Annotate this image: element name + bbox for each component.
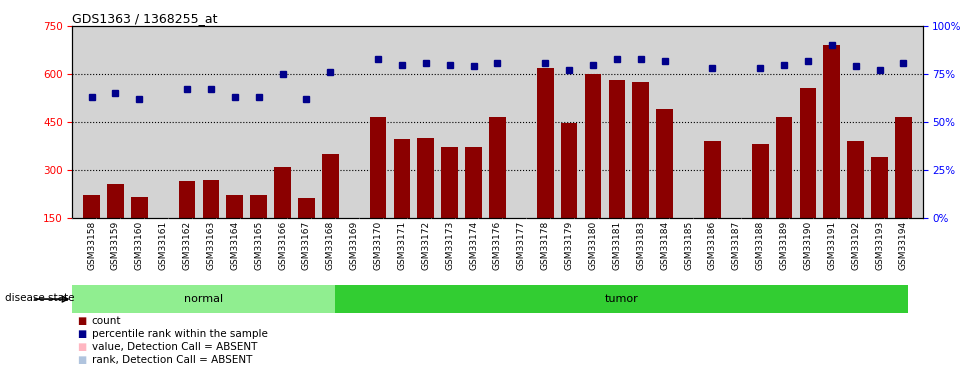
Text: GSM33174: GSM33174 xyxy=(469,221,478,270)
Text: GSM33168: GSM33168 xyxy=(326,221,335,270)
Bar xyxy=(83,195,99,217)
Bar xyxy=(107,184,124,218)
Bar xyxy=(131,197,148,217)
Bar xyxy=(226,195,243,217)
Text: GSM33190: GSM33190 xyxy=(804,221,812,270)
Text: GSM33178: GSM33178 xyxy=(541,221,550,270)
Text: GSM33164: GSM33164 xyxy=(230,221,240,270)
Bar xyxy=(847,141,864,218)
Text: GSM33158: GSM33158 xyxy=(87,221,96,270)
Bar xyxy=(656,109,673,217)
Text: rank, Detection Call = ABSENT: rank, Detection Call = ABSENT xyxy=(92,355,252,365)
Bar xyxy=(704,141,721,218)
Text: ■: ■ xyxy=(77,355,87,365)
Text: disease state: disease state xyxy=(5,293,74,303)
Bar xyxy=(370,117,386,218)
Text: GSM33185: GSM33185 xyxy=(684,221,693,270)
Bar xyxy=(823,45,840,218)
Text: GSM33169: GSM33169 xyxy=(350,221,358,270)
Text: tumor: tumor xyxy=(605,294,639,304)
Bar xyxy=(776,117,792,218)
Text: GSM33162: GSM33162 xyxy=(183,221,191,270)
Text: GSM33179: GSM33179 xyxy=(564,221,574,270)
Text: GSM33161: GSM33161 xyxy=(158,221,168,270)
Text: GSM33163: GSM33163 xyxy=(207,221,215,270)
Bar xyxy=(441,147,458,218)
Bar xyxy=(466,147,482,218)
Bar xyxy=(72,285,335,313)
Text: GDS1363 / 1368255_at: GDS1363 / 1368255_at xyxy=(72,12,218,25)
Text: value, Detection Call = ABSENT: value, Detection Call = ABSENT xyxy=(92,342,257,352)
Bar xyxy=(489,117,506,218)
Text: GSM33183: GSM33183 xyxy=(637,221,645,270)
Text: GSM33165: GSM33165 xyxy=(254,221,263,270)
Text: ■: ■ xyxy=(77,342,87,352)
Bar xyxy=(584,74,602,217)
Text: GSM33170: GSM33170 xyxy=(374,221,383,270)
Bar xyxy=(871,157,888,218)
Text: ■: ■ xyxy=(77,316,87,326)
Bar xyxy=(895,117,912,218)
Bar xyxy=(393,140,411,218)
Text: GSM33166: GSM33166 xyxy=(278,221,287,270)
Bar xyxy=(633,82,649,218)
Bar xyxy=(298,198,315,217)
Text: GSM33189: GSM33189 xyxy=(780,221,788,270)
Text: count: count xyxy=(92,316,122,326)
Text: GSM33192: GSM33192 xyxy=(851,221,860,270)
Text: GSM33191: GSM33191 xyxy=(827,221,837,270)
Text: GSM33172: GSM33172 xyxy=(421,221,431,270)
Bar xyxy=(274,166,291,218)
Text: GSM33186: GSM33186 xyxy=(708,221,717,270)
Text: GSM33193: GSM33193 xyxy=(875,221,884,270)
Text: GSM33187: GSM33187 xyxy=(732,221,741,270)
Text: GSM33180: GSM33180 xyxy=(588,221,598,270)
Bar xyxy=(800,88,816,218)
Bar xyxy=(335,285,908,313)
Text: GSM33176: GSM33176 xyxy=(493,221,502,270)
Text: GSM33167: GSM33167 xyxy=(302,221,311,270)
Bar xyxy=(561,123,578,218)
Bar xyxy=(322,154,339,218)
Text: GSM33194: GSM33194 xyxy=(899,221,908,270)
Bar xyxy=(752,144,769,218)
Text: percentile rank within the sample: percentile rank within the sample xyxy=(92,329,268,339)
Text: GSM33173: GSM33173 xyxy=(445,221,454,270)
Text: GSM33159: GSM33159 xyxy=(111,221,120,270)
Text: normal: normal xyxy=(185,294,223,304)
Text: GSM33160: GSM33160 xyxy=(135,221,144,270)
Bar xyxy=(417,138,434,218)
Text: GSM33184: GSM33184 xyxy=(660,221,669,270)
Text: GSM33188: GSM33188 xyxy=(755,221,765,270)
Bar xyxy=(250,195,267,217)
Text: GSM33171: GSM33171 xyxy=(397,221,407,270)
Bar xyxy=(609,81,625,218)
Bar xyxy=(179,181,195,218)
Bar xyxy=(537,68,554,218)
Bar xyxy=(203,180,219,218)
Text: GSM33177: GSM33177 xyxy=(517,221,526,270)
Text: ■: ■ xyxy=(77,329,87,339)
Text: GSM33181: GSM33181 xyxy=(612,221,621,270)
